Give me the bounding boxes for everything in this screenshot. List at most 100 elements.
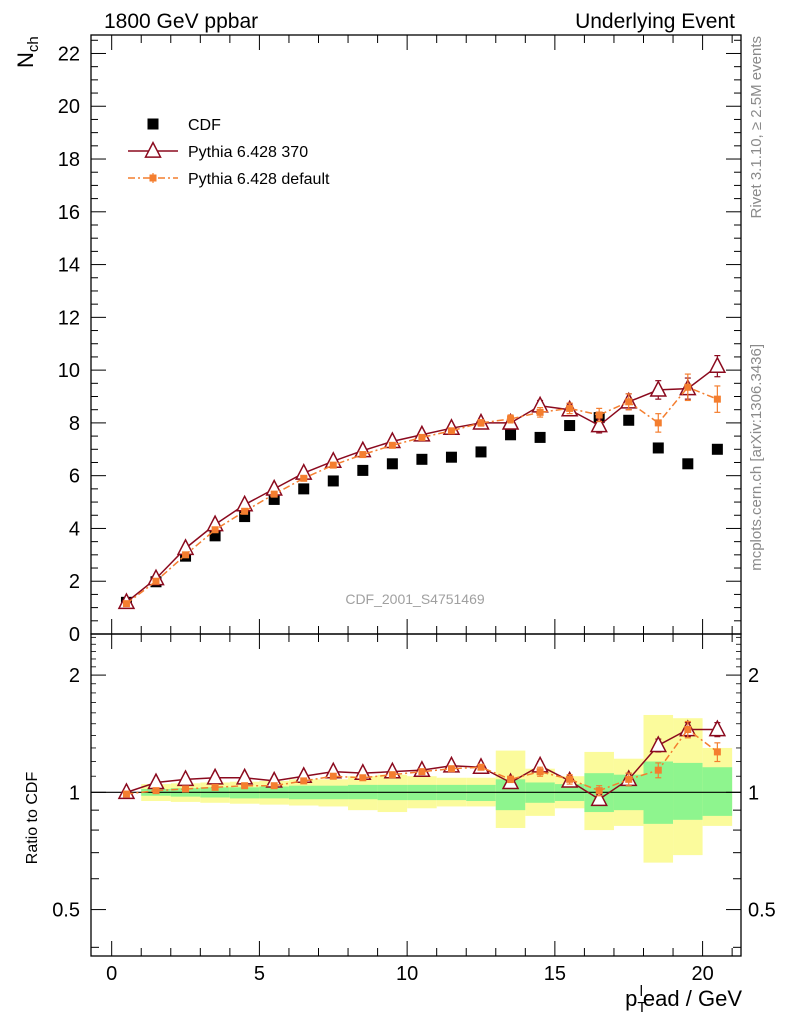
ratio-frame bbox=[90, 633, 742, 957]
main-cdf-point bbox=[416, 453, 428, 465]
ratio-pythia370-point bbox=[649, 735, 668, 753]
main-cdf-point bbox=[564, 420, 576, 432]
ratio-y-tick-label-right: 2 bbox=[748, 665, 759, 687]
y-tick-label: 18 bbox=[58, 149, 80, 171]
main-cdf-point bbox=[327, 475, 339, 487]
rivet-label: Rivet 3.1.10, ≥ 2.5M events bbox=[748, 36, 765, 219]
main-pythia370-point bbox=[708, 356, 727, 373]
ratio-pythia-default-point bbox=[684, 725, 692, 733]
ratio-pythia-default-point bbox=[182, 785, 190, 793]
main-pythia-default-point bbox=[625, 398, 633, 406]
main-pythia-default-point bbox=[566, 404, 574, 412]
y-tick-label: 20 bbox=[58, 96, 80, 118]
y-tick-label: 10 bbox=[58, 360, 80, 382]
main-pythia-default-point bbox=[329, 461, 337, 469]
main-cdf-point bbox=[268, 493, 280, 505]
main-cdf-point bbox=[357, 464, 369, 476]
ratio-pythia370-point bbox=[176, 769, 195, 787]
y-tick-label: 4 bbox=[69, 518, 80, 540]
legend-label: CDF bbox=[188, 117, 221, 134]
y-tick-label: 6 bbox=[69, 466, 80, 488]
x-tick-label: 15 bbox=[544, 963, 566, 985]
main-pythia-default-point bbox=[418, 433, 426, 441]
ratio-pythia-default-point bbox=[211, 783, 219, 791]
main-y-axis-label-base: N bbox=[13, 52, 38, 68]
y-tick-label: 22 bbox=[58, 43, 80, 65]
legend-pythia370-marker bbox=[144, 141, 162, 158]
energy-title: 1800 GeV ppbar bbox=[104, 10, 258, 33]
x-tick-label: 20 bbox=[691, 963, 713, 985]
ratio-pythia-default-point bbox=[329, 772, 337, 780]
y-tick-label: 16 bbox=[58, 202, 80, 224]
main-cdf-point bbox=[239, 511, 251, 523]
analysis-id: CDF_2001_S4751469 bbox=[345, 591, 485, 607]
main-pythia-default-line bbox=[126, 386, 718, 605]
main-y-axis-label: Nch bbox=[13, 36, 42, 68]
main-pythia-default-point bbox=[300, 474, 308, 482]
main-cdf-point bbox=[623, 414, 635, 426]
main-cdf-point bbox=[505, 429, 517, 441]
ratio-pythia-default-point bbox=[152, 787, 160, 795]
ratio-pythia-default-point bbox=[388, 771, 396, 779]
main-pythia-default-point bbox=[122, 600, 130, 608]
y-tick-label: 0 bbox=[69, 624, 80, 646]
main-y-axis-label-sub: ch bbox=[25, 36, 42, 52]
legend-cdf-marker bbox=[147, 118, 159, 130]
x-axis-label-rest: ead / GeV bbox=[643, 986, 742, 1011]
main-pythia-default-point bbox=[536, 408, 544, 416]
ratio-y-tick-label-right: 1 bbox=[748, 782, 759, 804]
main-pythia370-point bbox=[649, 379, 668, 397]
ratio-pythia370-point bbox=[708, 719, 727, 737]
main-cdf-point bbox=[682, 458, 694, 470]
legend: CDF Pythia 6.428 370 Pythia 6.428 default bbox=[128, 117, 330, 188]
main-pythia-default-point bbox=[152, 577, 160, 585]
main-pythia-default-point bbox=[270, 490, 278, 498]
uncertainty-band-inner bbox=[673, 762, 703, 820]
main-cdf-point bbox=[209, 530, 221, 542]
x-tick-label: 5 bbox=[254, 963, 265, 985]
y-tick-label: 2 bbox=[69, 571, 80, 593]
x-tick-label: 0 bbox=[106, 963, 117, 985]
ratio-y-tick-label-right: 0.5 bbox=[748, 900, 776, 922]
ratio-pythia-default-point bbox=[270, 782, 278, 790]
main-pythia-default-point bbox=[713, 395, 721, 403]
main-pythia-default-point bbox=[388, 441, 396, 449]
main-pythia-default-point bbox=[359, 451, 367, 459]
ratio-y-tick-label: 2 bbox=[69, 665, 80, 687]
ratio-y-tick-label: 0.5 bbox=[52, 900, 80, 922]
process-title: Underlying Event bbox=[575, 10, 735, 33]
ratio-pythia-default-point bbox=[595, 787, 603, 795]
legend-pythia-default-marker bbox=[149, 174, 157, 182]
ratio-pythia-default-point bbox=[300, 777, 308, 785]
y-tick-label: 8 bbox=[69, 413, 80, 435]
legend-label: Pythia 6.428 370 bbox=[188, 144, 308, 161]
main-pythia370-point bbox=[590, 415, 608, 433]
ratio-panel: 0 5 10 15 20 0.5 0.5 1 1 2 2 bbox=[52, 633, 776, 985]
main-cdf-point bbox=[298, 483, 310, 495]
main-pythia-default-point bbox=[182, 551, 190, 559]
main-pythia-default-point bbox=[595, 411, 603, 419]
main-pythia-default-point bbox=[241, 507, 249, 515]
legend-label: Pythia 6.428 default bbox=[188, 171, 330, 188]
ratio-pythia-default-point bbox=[418, 768, 426, 776]
ratio-pythia370-point bbox=[590, 789, 608, 807]
ratio-pythia-default-point bbox=[566, 775, 574, 783]
main-pythia-default-point bbox=[507, 415, 515, 423]
main-cdf-point bbox=[445, 451, 457, 463]
x-axis-label-sup: l bbox=[640, 983, 643, 1000]
main-cdf-point bbox=[386, 458, 398, 470]
ratio-pythia-default-point bbox=[536, 768, 544, 776]
main-cdf-point bbox=[475, 446, 487, 458]
ratio-y-tick-label: 1 bbox=[69, 782, 80, 804]
main-cdf-point bbox=[534, 431, 546, 443]
ratio-y-axis-label: Ratio to CDF bbox=[24, 772, 41, 865]
uncertainty-band-inner bbox=[702, 767, 733, 816]
mcplots-label: mcplots.cern.ch [arXiv:1306.3436] bbox=[748, 344, 765, 571]
main-pythia-default-point bbox=[654, 419, 662, 427]
ratio-pythia-default-point bbox=[654, 766, 662, 774]
ratio-pythia-default-point bbox=[713, 748, 721, 756]
ratio-pythia-default-point bbox=[122, 790, 130, 798]
ratio-pythia-default-point bbox=[359, 774, 367, 782]
ratio-pythia-default-point bbox=[477, 763, 485, 771]
